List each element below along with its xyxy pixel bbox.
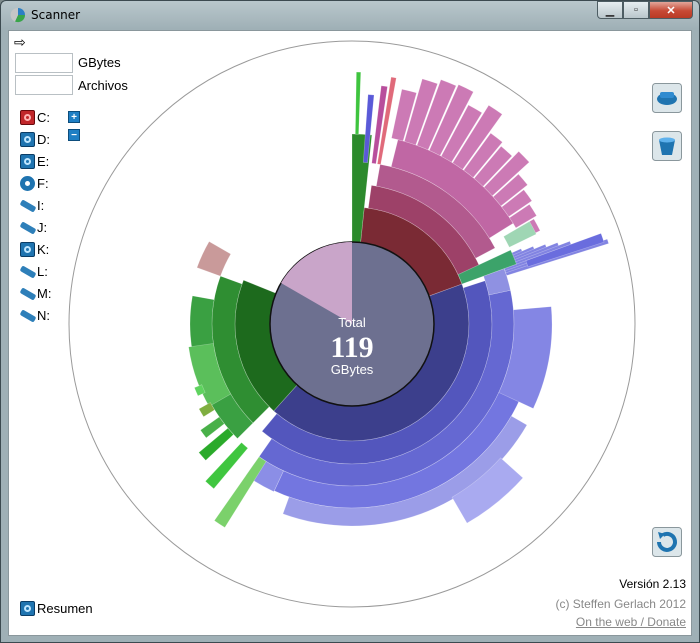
- zoom-out-button[interactable]: −: [68, 129, 80, 141]
- drive-item[interactable]: C:: [20, 109, 50, 125]
- maximize-icon: ▫: [634, 4, 638, 16]
- drive-item[interactable]: D:: [20, 131, 50, 147]
- usb-drive-icon: [20, 308, 35, 323]
- drive-label: J:: [37, 219, 48, 235]
- drive-item[interactable]: F:: [20, 175, 49, 191]
- drive-label: E:: [37, 153, 50, 169]
- web-donate-link[interactable]: On the web / Donate: [575, 615, 686, 629]
- back-arrow-icon[interactable]: ⇨: [14, 34, 26, 50]
- hard-drive-icon: [20, 131, 35, 147]
- sunburst-chart: Total 119 GBytes: [68, 40, 636, 608]
- usb-drive-icon: [20, 286, 35, 301]
- close-button[interactable]: ✕: [649, 1, 693, 19]
- sunburst-segment[interactable]: [390, 139, 514, 239]
- maximize-button[interactable]: ▫: [623, 1, 649, 19]
- usb-drive-icon: [20, 264, 35, 279]
- drive-label: N:: [37, 307, 50, 323]
- minimize-button[interactable]: ▁: [597, 1, 623, 19]
- sunburst-segment[interactable]: [452, 104, 503, 170]
- sunburst-segment[interactable]: [451, 457, 524, 524]
- sunburst-segment[interactable]: [509, 203, 537, 229]
- center-pink-slice: [281, 242, 352, 324]
- hard-drive-icon: [20, 153, 35, 169]
- sunburst-segment[interactable]: [375, 164, 496, 259]
- version-label: Versión 2.13: [619, 577, 686, 591]
- center-total-value: 119: [330, 331, 373, 364]
- drive-item[interactable]: K:: [20, 241, 49, 257]
- drive-label: L:: [37, 263, 48, 279]
- sunburst-segment[interactable]: [403, 78, 438, 146]
- sunburst-segment[interactable]: [503, 221, 537, 248]
- drive-view-button[interactable]: [652, 83, 682, 113]
- drive-label: D:: [37, 131, 50, 147]
- sunburst-segment[interactable]: [483, 268, 511, 296]
- sunburst-segment[interactable]: [428, 84, 474, 157]
- zoom-in-button[interactable]: +: [68, 111, 80, 123]
- copyright-label: (c) Steffen Gerlach 2012: [555, 597, 686, 611]
- sunburst-segment[interactable]: [501, 189, 533, 218]
- files-label: Archivos: [78, 78, 128, 93]
- sunburst-segment[interactable]: [213, 456, 267, 528]
- bucket-button[interactable]: [652, 131, 682, 161]
- sunburst-segment[interactable]: [416, 79, 457, 151]
- drive-label: M:: [37, 285, 52, 301]
- resumen-label: Resumen: [37, 601, 93, 616]
- sunburst-segment[interactable]: [457, 249, 517, 285]
- sunburst-segment[interactable]: [492, 173, 528, 207]
- sunburst-segment[interactable]: [200, 416, 225, 439]
- refresh-icon: [657, 531, 677, 552]
- sunburst-segment[interactable]: [198, 427, 234, 461]
- drive-label: F:: [37, 175, 49, 191]
- close-icon: ✕: [666, 4, 676, 17]
- main-panel: ⇨ GBytes Archivos Total 119 GBytes C: D: E…: [8, 30, 692, 636]
- sunburst-segment[interactable]: [371, 85, 388, 165]
- minimize-icon: ▁: [605, 4, 615, 17]
- drive-item[interactable]: N:: [20, 307, 50, 323]
- gbytes-label: GBytes: [78, 55, 121, 70]
- sunburst-segment[interactable]: [440, 104, 483, 163]
- drive-label: I:: [37, 197, 45, 213]
- sunburst-segment[interactable]: [483, 150, 530, 197]
- resumen-button[interactable]: Resumen: [20, 601, 93, 616]
- bucket-icon: [659, 140, 675, 155]
- hard-drive-icon: [20, 241, 35, 257]
- center-total-label: Total: [338, 315, 366, 330]
- drive-label: C:: [37, 109, 50, 125]
- usb-drive-icon: [20, 198, 35, 213]
- sunburst-segment[interactable]: [204, 442, 249, 490]
- drive-label: K:: [37, 241, 50, 257]
- title-bar[interactable]: Scanner ▁ ▫ ✕: [1, 1, 699, 29]
- sunburst-segment[interactable]: [525, 232, 605, 268]
- sunburst-segment[interactable]: [376, 76, 397, 165]
- drive-item[interactable]: J:: [20, 219, 47, 235]
- gbytes-value-field: [15, 53, 73, 73]
- center-unit-label: GBytes: [331, 362, 374, 377]
- sunburst-segment[interactable]: [193, 384, 206, 397]
- scanner-app-icon: [10, 7, 26, 23]
- sunburst-segment[interactable]: [355, 71, 362, 135]
- sunburst-segment[interactable]: [198, 402, 216, 418]
- hard-drive-red-icon: [20, 109, 35, 125]
- usb-drive-icon: [20, 220, 35, 235]
- drive-item[interactable]: M:: [20, 285, 51, 301]
- summary-drive-icon: [20, 601, 35, 616]
- window-title: Scanner: [31, 8, 81, 22]
- drive-item[interactable]: E:: [20, 153, 49, 169]
- sunburst-segment[interactable]: [196, 241, 232, 277]
- sunburst-segment[interactable]: [463, 132, 503, 179]
- cd-drive-icon: [20, 175, 35, 191]
- refresh-button[interactable]: [652, 527, 682, 557]
- drive-item[interactable]: I:: [20, 197, 44, 213]
- sunburst-segment[interactable]: [473, 145, 513, 187]
- sunburst-segment[interactable]: [362, 94, 375, 164]
- drive-item[interactable]: L:: [20, 263, 48, 279]
- sunburst-segment[interactable]: [498, 306, 553, 409]
- sunburst-segment[interactable]: [261, 280, 493, 465]
- sunburst-segment[interactable]: [391, 88, 417, 142]
- files-value-field: [15, 75, 73, 95]
